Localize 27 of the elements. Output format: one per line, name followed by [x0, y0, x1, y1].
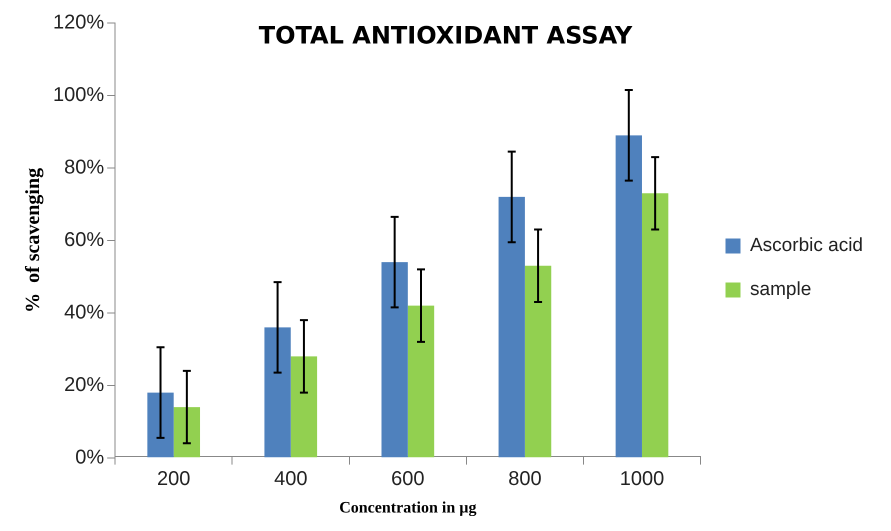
y-tick-label: 20%: [64, 374, 104, 396]
y-tick-label: 0%: [75, 446, 104, 468]
legend-label: Ascorbic acid: [750, 235, 864, 256]
y-tick-label: 60%: [64, 228, 104, 251]
x-tick-label: 1000: [620, 468, 664, 490]
bar: [147, 392, 174, 458]
bar: [616, 135, 642, 458]
x-tick-label: 600: [391, 468, 425, 490]
x-tick-label: 200: [157, 468, 190, 490]
bar: [264, 327, 291, 458]
y-axis-title: % of scavenging: [22, 168, 44, 313]
bar: [290, 356, 318, 458]
y-tick-label: 80%: [64, 156, 104, 178]
x-tick-label: 400: [274, 468, 308, 490]
bar: [381, 262, 408, 458]
x-tick-label: 800: [508, 468, 542, 490]
chart-title: TOTAL ANTIOXIDANT ASSAY: [258, 22, 633, 50]
bar: [174, 407, 200, 458]
legend-label: sample: [750, 279, 812, 300]
bar: [524, 266, 552, 458]
bar: [642, 193, 668, 458]
bar: [408, 306, 434, 458]
y-tick-label: 100%: [52, 84, 104, 106]
y-tick-label: 40%: [64, 301, 104, 324]
y-tick-label: 120%: [52, 12, 104, 34]
x-axis-title: Concentration in µg: [339, 499, 476, 516]
bar: [498, 196, 525, 458]
